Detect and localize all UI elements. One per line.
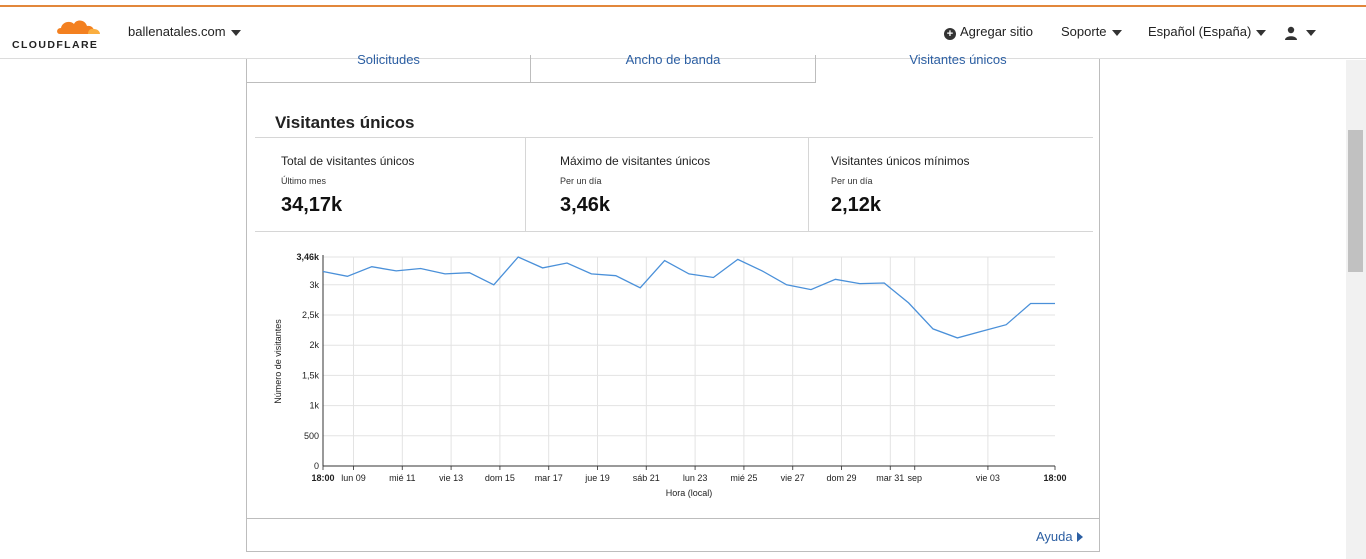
stat-value: 34,17k: [281, 194, 343, 216]
domain-label: ballenatales.com: [128, 24, 226, 39]
user-icon: [1285, 26, 1297, 40]
tab-unique-visitors[interactable]: Visitantes únicos: [909, 52, 1007, 67]
x-tick-label: mié 25: [730, 473, 757, 483]
tab-bar: Solicitudes Ancho de banda Visitantes ún…: [247, 52, 1100, 83]
logo-text: CLOUDFLARE: [12, 39, 99, 51]
add-site-label: Agregar sitio: [960, 24, 1033, 39]
stat-sublabel: Último mes: [281, 176, 327, 186]
stat-label: Máximo de visitantes únicos: [560, 154, 711, 168]
plus-circle-icon: +: [944, 28, 956, 40]
add-site-button[interactable]: + Agregar sitio: [944, 24, 1033, 40]
x-tick-label: mar 31: [876, 473, 904, 483]
analytics-card: Solicitudes Ancho de banda Visitantes ún…: [246, 53, 1100, 552]
tab-requests[interactable]: Solicitudes: [247, 53, 531, 83]
user-menu[interactable]: [1284, 24, 1316, 40]
series-line: [322, 256, 1055, 339]
y-tick-label: 500: [304, 431, 319, 441]
stat-value: 2,12k: [831, 194, 882, 216]
divider: [247, 518, 1100, 519]
chevron-down-icon: [1256, 29, 1267, 36]
scrollbar-thumb[interactable]: [1348, 130, 1363, 272]
chevron-down-icon: [1111, 29, 1122, 36]
x-tick-label: sáb 21: [633, 473, 660, 483]
accent-line: [0, 0, 1366, 7]
tab-bandwidth[interactable]: Ancho de banda: [531, 53, 816, 83]
x-tick-label: mié 11: [389, 473, 415, 483]
x-tick-label: lun 23: [683, 473, 708, 483]
x-tick-label: dom 15: [485, 473, 515, 483]
x-tick-label: sep: [907, 473, 922, 483]
x-tick-label: jue 19: [584, 473, 610, 483]
y-tick-label: 2,5k: [302, 310, 320, 320]
support-menu[interactable]: Soporte: [1061, 24, 1122, 39]
y-tick-label: 2k: [309, 340, 319, 350]
cloud-icon: [57, 20, 100, 34]
y-tick-label: 3k: [309, 280, 319, 290]
x-tick-label: lun 09: [341, 473, 366, 483]
stat-sublabel: Per un día: [560, 176, 602, 186]
x-tick-label: dom 29: [826, 473, 856, 483]
stat-total: Total de visitantes únicos Último mes 34…: [255, 138, 526, 231]
caret-right-icon: [1076, 532, 1083, 542]
stat-max: Máximo de visitantes únicos Per un día 3…: [538, 138, 809, 231]
help-label: Ayuda: [1036, 529, 1073, 544]
help-link[interactable]: Ayuda: [1036, 529, 1083, 544]
cloudflare-logo[interactable]: CLOUDFLARE: [12, 15, 104, 55]
x-tick-label: 18:00: [1043, 473, 1066, 483]
x-tick-label: vie 03: [976, 473, 1000, 483]
x-tick-label: mar 17: [535, 473, 563, 483]
domain-selector[interactable]: ballenatales.com: [128, 24, 241, 39]
top-navbar: CLOUDFLARE ballenatales.com + Agregar sit…: [0, 7, 1366, 59]
y-axis-label: Número de visitantes: [273, 319, 283, 404]
y-max-label: 3,46k: [296, 252, 320, 262]
stat-sublabel: Per un día: [831, 176, 873, 186]
language-label: Español (España): [1148, 24, 1252, 39]
section-title: Visitantes únicos: [275, 113, 415, 132]
stat-value: 3,46k: [560, 194, 611, 216]
scrollbar[interactable]: [1346, 60, 1366, 559]
chevron-down-icon: [1306, 29, 1316, 36]
x-tick-label: vie 13: [439, 473, 463, 483]
stats-row: Total de visitantes únicos Último mes 34…: [255, 137, 1093, 232]
y-tick-label: 1,5k: [302, 370, 320, 380]
chevron-down-icon: [230, 29, 241, 36]
y-tick-label: 1k: [309, 401, 319, 411]
stat-min: Visitantes únicos mínimos Per un día 2,1…: [809, 138, 1080, 231]
y-tick-label: 0: [314, 461, 319, 471]
x-axis-label: Hora (local): [666, 488, 713, 498]
x-tick-label: vie 27: [781, 473, 805, 483]
stat-label: Total de visitantes únicos: [281, 154, 415, 168]
language-menu[interactable]: Español (España): [1148, 24, 1267, 39]
visitors-line-chart: 0 500 1k 1,5k 2k 2,5k 3k 3,46k 18:00 lun 09 mié 11…: [273, 252, 1067, 498]
support-label: Soporte: [1061, 24, 1107, 39]
x-tick-label: 18:00: [311, 473, 334, 483]
stat-label: Visitantes únicos mínimos: [831, 154, 970, 168]
